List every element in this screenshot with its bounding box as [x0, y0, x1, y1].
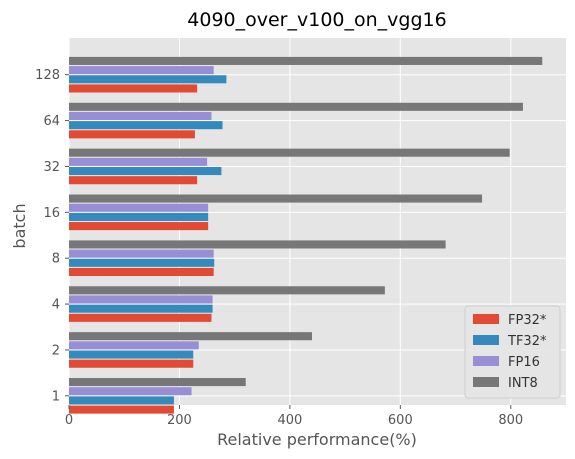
bar-fp32-batch-4 [69, 313, 212, 322]
legend-swatch-int8 [473, 377, 499, 387]
y-tick-label: 128 [35, 68, 60, 83]
legend-label: FP16 [508, 355, 540, 370]
bar-tf32-batch-1 [69, 396, 174, 405]
bar-int8-batch-128 [69, 56, 543, 65]
x-tick-label: 400 [277, 413, 302, 428]
x-tick-label: 0 [65, 413, 73, 428]
legend-label: TF32* [507, 334, 547, 349]
bar-fp32-batch-32 [69, 176, 198, 185]
bar-fp32-batch-64 [69, 130, 195, 139]
bar-int8-batch-8 [69, 240, 446, 249]
bar-tf32-batch-128 [69, 75, 227, 84]
bar-int8-batch-16 [69, 194, 483, 203]
bar-fp32-batch-2 [69, 359, 194, 368]
bar-int8-batch-32 [69, 148, 510, 157]
x-tick-label: 200 [167, 413, 192, 428]
legend-swatch-tf32 [473, 335, 499, 345]
y-tick-label: 8 [52, 252, 60, 267]
bar-int8-batch-64 [69, 102, 523, 111]
legend: FP32* TF32* FP16 INT8 [464, 305, 561, 399]
legend-label: FP32* [508, 313, 547, 328]
bar-fp16-batch-2 [69, 341, 199, 350]
legend-swatch-fp32 [473, 314, 499, 324]
bar-fp32-batch-16 [69, 222, 209, 231]
legend-swatch-fp16 [473, 356, 499, 366]
bar-tf32-batch-16 [69, 212, 209, 221]
bars [69, 56, 543, 414]
bar-fp16-batch-128 [69, 66, 214, 75]
bar-tf32-batch-64 [69, 121, 223, 130]
y-tick-label: 64 [43, 114, 60, 129]
y-axis-ticks: 1 2 4 8 16 32 64 128 [35, 68, 69, 404]
bar-fp32-batch-128 [69, 84, 198, 93]
bar-fp16-batch-64 [69, 111, 212, 121]
bar-tf32-batch-8 [69, 258, 215, 267]
x-tick-label: 600 [388, 413, 413, 428]
y-tick-label: 1 [52, 389, 60, 404]
legend-label: INT8 [508, 376, 538, 391]
chart-title: 4090_over_v100_on_vgg16 [187, 9, 446, 31]
y-tick-label: 2 [52, 343, 60, 358]
y-tick-label: 32 [43, 160, 60, 175]
bar-fp16-batch-4 [69, 295, 213, 304]
x-tick-label: 800 [498, 413, 523, 428]
bar-int8-batch-1 [69, 378, 246, 387]
bar-fp16-batch-16 [69, 203, 209, 212]
bar-fp16-batch-8 [69, 249, 214, 258]
bar-fp16-batch-32 [69, 157, 208, 166]
bar-tf32-batch-2 [69, 350, 194, 359]
x-axis-ticks: 0 200 400 600 800 [65, 405, 523, 428]
legend-box [464, 305, 561, 399]
x-axis-label: Relative performance(%) [217, 430, 417, 449]
bar-fp16-batch-1 [69, 387, 192, 396]
y-tick-label: 16 [43, 206, 60, 221]
bar-fp32-batch-8 [69, 267, 214, 276]
y-axis-label: batch [10, 203, 29, 248]
bar-tf32-batch-32 [69, 167, 222, 176]
y-tick-label: 4 [52, 298, 60, 313]
bar-int8-batch-2 [69, 332, 312, 341]
bar-fp32-batch-1 [69, 405, 174, 414]
bar-int8-batch-4 [69, 286, 385, 295]
bar-tf32-batch-4 [69, 304, 213, 313]
